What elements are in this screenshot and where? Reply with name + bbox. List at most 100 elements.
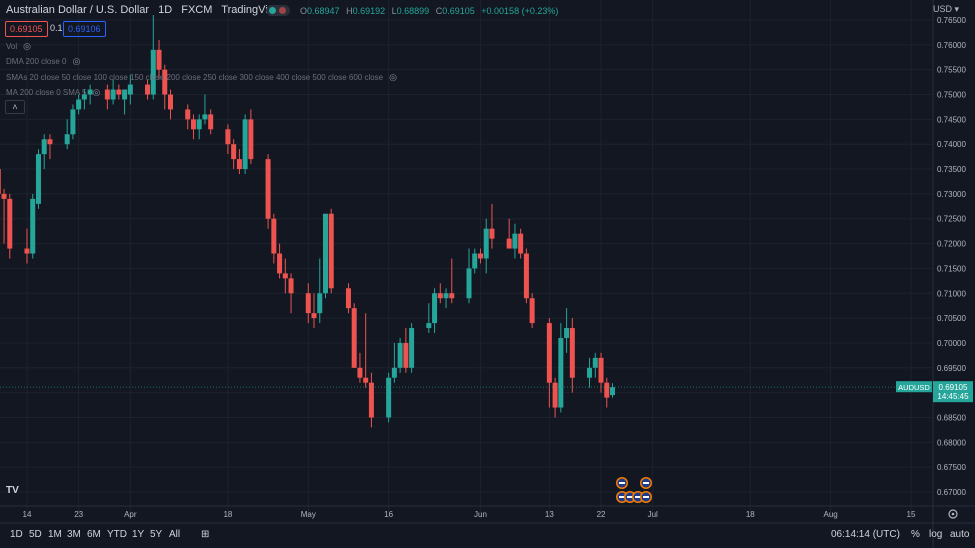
- currency-selector[interactable]: USD ▾: [932, 4, 959, 14]
- candle-body: [564, 328, 570, 338]
- x-tick-label: 13: [545, 510, 554, 519]
- economic-event-flag-icon[interactable]: [640, 477, 652, 489]
- x-tick-label: Jun: [474, 510, 487, 519]
- candle: [558, 323, 564, 413]
- candle-body: [506, 238, 512, 249]
- candle-body: [518, 233, 524, 254]
- candle: [127, 74, 133, 105]
- y-tick-label: 0.68000: [937, 438, 966, 447]
- candle: [397, 337, 403, 373]
- price-axis: 0.76500 0.76000 0.75500 0.75000 0.74500 0.740…: [937, 16, 966, 497]
- interval-label: 1D: [158, 4, 173, 16]
- timeframe-button-5y[interactable]: 5Y: [150, 529, 163, 540]
- candle-body: [208, 114, 214, 130]
- candle-body: [558, 337, 564, 408]
- indicator-ma[interactable]: MA 200 close 0 SMA 5 ◎: [6, 87, 101, 97]
- timeframe-button-3m[interactable]: 3M: [67, 529, 81, 540]
- eye-icon[interactable]: ◎: [92, 87, 101, 97]
- y-tick-label: 0.76500: [937, 16, 966, 25]
- buy-price-button[interactable]: 0.69106: [63, 21, 106, 37]
- eye-icon[interactable]: ◎: [389, 72, 397, 82]
- change-value: +0.00158 (+0.23%): [481, 6, 559, 16]
- candle-body: [277, 253, 283, 274]
- candle: [41, 134, 47, 170]
- candle-body: [386, 377, 392, 418]
- indicator-smas[interactable]: SMAs 20 close 50 close 100 close 150 clo…: [6, 72, 397, 82]
- x-tick-label: Aug: [824, 510, 838, 519]
- x-tick-label: 16: [384, 510, 393, 519]
- symbol-header[interactable]: Australian Dollar / U.S. Dollar 1D FXCM …: [6, 4, 288, 16]
- candle-body: [185, 109, 191, 120]
- indicator-vol[interactable]: Vol ◎: [6, 41, 31, 51]
- candle-body: [81, 94, 87, 100]
- y-tick-label: 0.75000: [937, 91, 966, 100]
- timeframe-button-all[interactable]: All: [169, 529, 181, 540]
- candle-body: [24, 248, 30, 254]
- eye-icon[interactable]: ◎: [23, 41, 31, 51]
- indicator-dma[interactable]: DMA 200 close 0 ◎: [6, 56, 81, 66]
- candle: [477, 248, 483, 264]
- candle-body: [598, 357, 604, 383]
- y-tick-label: 0.72500: [937, 215, 966, 224]
- open-value: 0.68947: [307, 6, 340, 16]
- percent-scale-toggle[interactable]: %: [911, 529, 920, 540]
- candle-body: [47, 139, 53, 145]
- date-range-icon[interactable]: ⊞: [201, 529, 210, 540]
- timeframe-button-1m[interactable]: 1M: [48, 529, 62, 540]
- candle-body: [87, 89, 93, 95]
- candles-layer: [0, 15, 616, 428]
- candle-body: [168, 94, 174, 110]
- timeframe-button-5d[interactable]: 5D: [29, 529, 42, 540]
- y-tick-label: 0.69500: [937, 364, 966, 373]
- candle: [150, 15, 156, 100]
- candle-body: [403, 342, 409, 368]
- y-tick-label: 0.73500: [937, 165, 966, 174]
- candle: [35, 149, 41, 209]
- candle: [546, 318, 552, 408]
- candle: [196, 114, 202, 140]
- candle: [81, 89, 87, 110]
- log-scale-toggle[interactable]: log: [929, 529, 943, 540]
- tradingview-logo[interactable]: TV: [6, 485, 19, 496]
- candle-body: [0, 169, 1, 194]
- timeframe-button-ytd[interactable]: YTD: [107, 529, 127, 540]
- timeframe-button-6m[interactable]: 6M: [87, 529, 101, 540]
- candle-body: [472, 253, 478, 269]
- x-tick-label: 18: [746, 510, 755, 519]
- auto-scale-toggle[interactable]: auto: [950, 529, 970, 540]
- candle: [328, 208, 334, 294]
- timeframe-button-1d[interactable]: 1D: [10, 529, 23, 540]
- source-label: FXCM: [181, 4, 213, 16]
- collapse-indicators-button[interactable]: ˄: [5, 100, 25, 114]
- candle-body: [610, 387, 616, 396]
- candle: [351, 303, 357, 368]
- candle: [386, 372, 392, 423]
- candle-body: [443, 293, 449, 299]
- gear-icon[interactable]: [948, 509, 958, 519]
- candle: [288, 273, 294, 314]
- candle-body: [196, 119, 202, 130]
- sell-price-button[interactable]: 0.69105: [5, 21, 48, 37]
- candle: [271, 213, 277, 264]
- eye-icon[interactable]: ◎: [72, 56, 81, 66]
- clock-time[interactable]: 06:14:14 (UTC): [831, 529, 900, 540]
- candle: [265, 154, 271, 229]
- candle-body: [41, 139, 47, 155]
- candle-body: [162, 69, 168, 95]
- symbol-tag-bg: [896, 381, 932, 393]
- candle: [242, 114, 248, 175]
- candle: [322, 213, 328, 299]
- candle: [225, 124, 231, 155]
- candle: [598, 352, 604, 393]
- economic-event-flag-icon[interactable]: [616, 477, 628, 489]
- candle: [483, 218, 489, 274]
- y-tick-label: 0.76000: [937, 41, 966, 50]
- candle: [168, 89, 174, 120]
- candle: [368, 372, 374, 428]
- economic-event-flag-icon[interactable]: [640, 491, 652, 503]
- candle-body: [271, 218, 277, 254]
- y-tick-label: 0.71000: [937, 289, 966, 298]
- timeframe-button-1y[interactable]: 1Y: [132, 529, 145, 540]
- market-status-toggle[interactable]: [266, 5, 290, 16]
